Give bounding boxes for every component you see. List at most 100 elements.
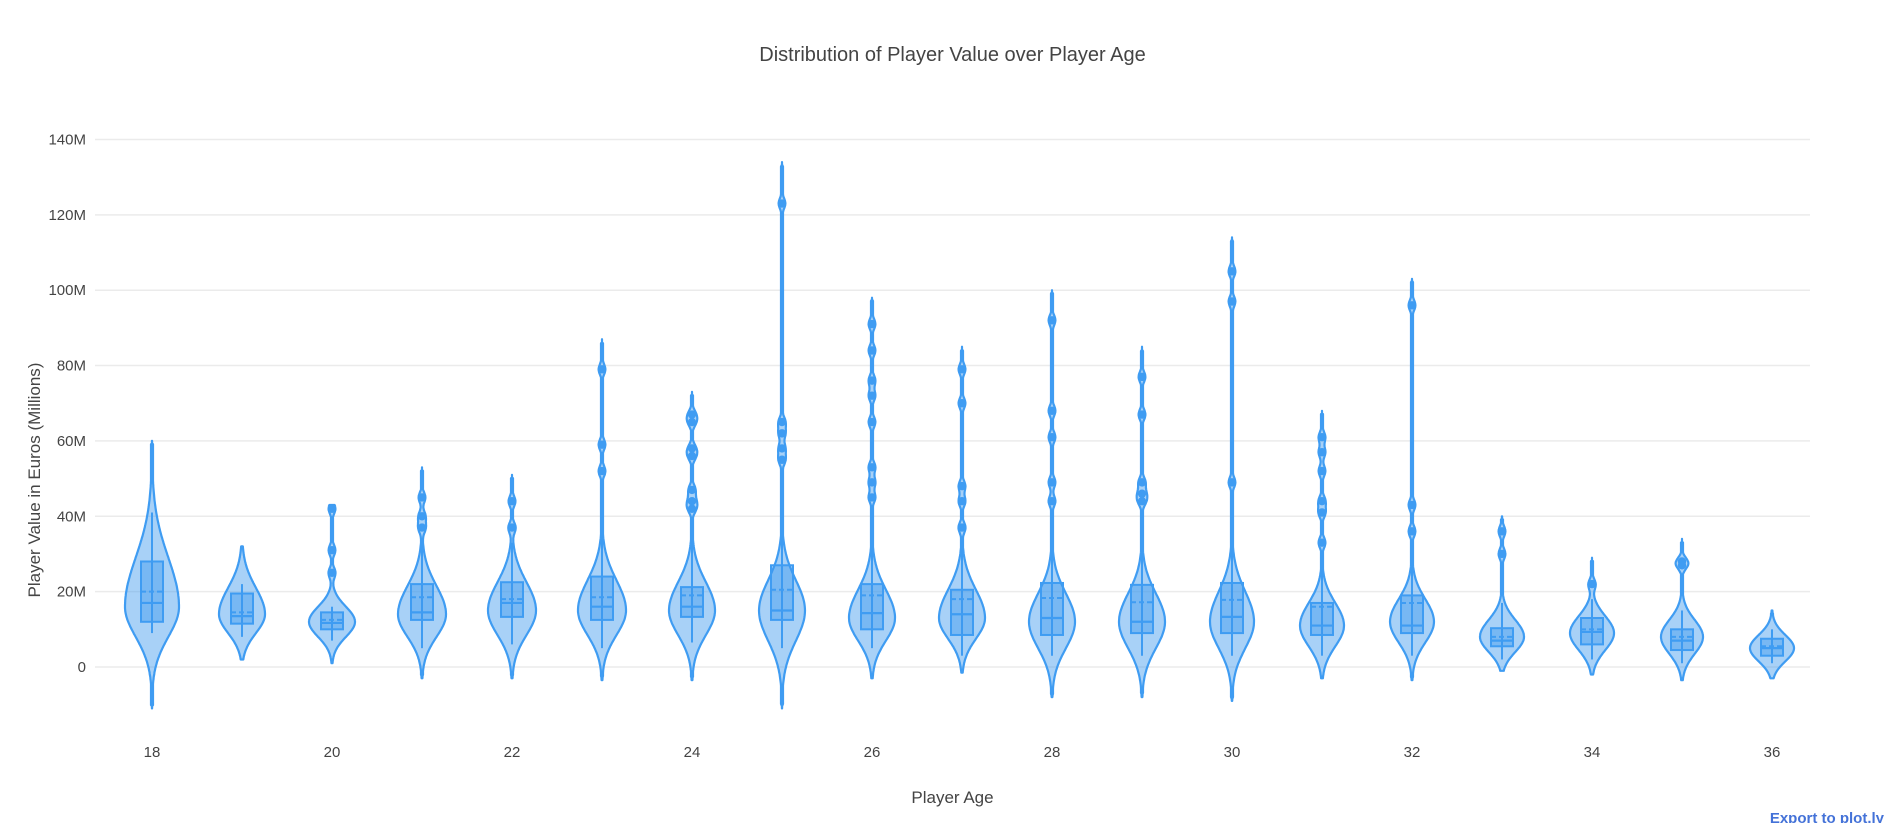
- outlier-point[interactable]: [1587, 579, 1597, 589]
- outlier-point[interactable]: [1317, 432, 1327, 442]
- violin-age-31[interactable]: [1298, 409, 1346, 680]
- outlier-point[interactable]: [1317, 497, 1327, 506]
- outlier-point[interactable]: [1137, 478, 1147, 487]
- outlier-point[interactable]: [1047, 432, 1057, 442]
- x-tick-label: 18: [144, 744, 161, 761]
- outlier-point[interactable]: [1137, 497, 1147, 506]
- outlier-point[interactable]: [867, 376, 877, 385]
- outlier-point[interactable]: [1317, 508, 1327, 517]
- violin-age-26[interactable]: [847, 296, 897, 680]
- outlier-point[interactable]: [777, 199, 787, 208]
- outlier-point[interactable]: [777, 429, 787, 438]
- outlier-point[interactable]: [1227, 478, 1237, 487]
- outlier-point[interactable]: [867, 391, 877, 400]
- box[interactable]: [770, 564, 794, 621]
- violin-age-20[interactable]: [307, 503, 357, 665]
- outlier-point[interactable]: [867, 319, 877, 329]
- box[interactable]: [1130, 583, 1154, 635]
- outlier-point[interactable]: [687, 410, 697, 419]
- outlier-point[interactable]: [417, 493, 427, 502]
- outlier-point[interactable]: [687, 444, 697, 453]
- violin-age-34[interactable]: [1568, 556, 1616, 676]
- outlier-point[interactable]: [777, 455, 787, 464]
- outlier-point[interactable]: [687, 451, 697, 461]
- outlier-point[interactable]: [1047, 497, 1057, 506]
- outlier-point[interactable]: [687, 485, 697, 495]
- outlier-point[interactable]: [597, 365, 607, 374]
- outlier-point[interactable]: [687, 417, 697, 427]
- outlier-point[interactable]: [1227, 297, 1237, 306]
- outlier-point[interactable]: [1407, 527, 1417, 536]
- outlier-point[interactable]: [687, 504, 697, 513]
- box[interactable]: [1400, 594, 1424, 635]
- violin-age-30[interactable]: [1208, 236, 1256, 702]
- box[interactable]: [680, 586, 704, 618]
- outlier-point[interactable]: [1227, 267, 1237, 276]
- outlier-point[interactable]: [687, 497, 697, 506]
- outlier-point[interactable]: [327, 545, 337, 555]
- outlier-point[interactable]: [1047, 478, 1057, 487]
- outlier-point[interactable]: [327, 504, 337, 513]
- violin-age-24[interactable]: [667, 390, 717, 682]
- outlier-point[interactable]: [957, 399, 967, 408]
- outlier-point[interactable]: [867, 493, 877, 502]
- violin-age-33[interactable]: [1478, 515, 1526, 672]
- outlier-point[interactable]: [1497, 549, 1507, 559]
- outlier-point[interactable]: [777, 444, 787, 453]
- outlier-point[interactable]: [417, 512, 427, 521]
- box[interactable]: [860, 583, 884, 631]
- violin-age-32[interactable]: [1388, 277, 1436, 682]
- box[interactable]: [1040, 581, 1064, 636]
- export-to-plotly-link[interactable]: Export to plot.ly: [1769, 810, 1884, 823]
- box[interactable]: [1310, 601, 1334, 636]
- violin-age-28[interactable]: [1027, 289, 1077, 699]
- outlier-point[interactable]: [867, 463, 877, 472]
- outlier-point[interactable]: [597, 466, 607, 476]
- outlier-point[interactable]: [867, 417, 877, 427]
- outlier-point[interactable]: [1317, 538, 1327, 547]
- outlier-point[interactable]: [1137, 372, 1147, 382]
- outlier-point[interactable]: [957, 523, 967, 532]
- violin-age-18[interactable]: [123, 439, 181, 710]
- outlier-point[interactable]: [1317, 448, 1327, 457]
- outlier-point[interactable]: [957, 365, 967, 374]
- outlier-point[interactable]: [507, 523, 517, 532]
- outlier-point[interactable]: [507, 497, 517, 506]
- outlier-point[interactable]: [867, 346, 877, 355]
- outlier-point[interactable]: [777, 417, 787, 427]
- violin-age-36[interactable]: [1748, 609, 1796, 680]
- outlier-point[interactable]: [1137, 410, 1147, 419]
- outlier-point[interactable]: [1407, 500, 1417, 510]
- outlier-point[interactable]: [957, 497, 967, 506]
- box[interactable]: [230, 592, 254, 625]
- outlier-point[interactable]: [1407, 301, 1417, 310]
- x-tick-label: 30: [1224, 744, 1241, 761]
- outlier-point[interactable]: [1047, 316, 1057, 325]
- outlier-point[interactable]: [597, 440, 607, 449]
- violin-body[interactable]: [1388, 277, 1436, 682]
- box[interactable]: [950, 588, 974, 636]
- outlier-point[interactable]: [1047, 406, 1057, 415]
- box[interactable]: [410, 583, 434, 621]
- outlier-point[interactable]: [417, 523, 427, 532]
- violin-age-35[interactable]: [1659, 537, 1705, 682]
- violin-age-23[interactable]: [576, 338, 628, 682]
- outlier-point[interactable]: [957, 481, 967, 491]
- outlier-point[interactable]: [1137, 489, 1147, 498]
- violin-age-25[interactable]: [757, 161, 807, 710]
- violin-age-21[interactable]: [396, 466, 448, 680]
- outlier-point[interactable]: [1677, 561, 1687, 570]
- violin-age-22[interactable]: [486, 473, 538, 680]
- outlier-point[interactable]: [1497, 527, 1507, 536]
- outlier-point[interactable]: [1317, 466, 1327, 476]
- outlier-point[interactable]: [327, 568, 337, 577]
- violin-age-27[interactable]: [937, 345, 987, 674]
- violin-body[interactable]: [847, 296, 897, 680]
- violin-age-29[interactable]: [1117, 345, 1167, 699]
- box[interactable]: [1220, 581, 1244, 635]
- x-tick-label: 32: [1404, 744, 1421, 761]
- x-tick-label: 24: [684, 744, 701, 761]
- outlier-point[interactable]: [867, 478, 877, 487]
- violin-age-19[interactable]: [217, 545, 267, 661]
